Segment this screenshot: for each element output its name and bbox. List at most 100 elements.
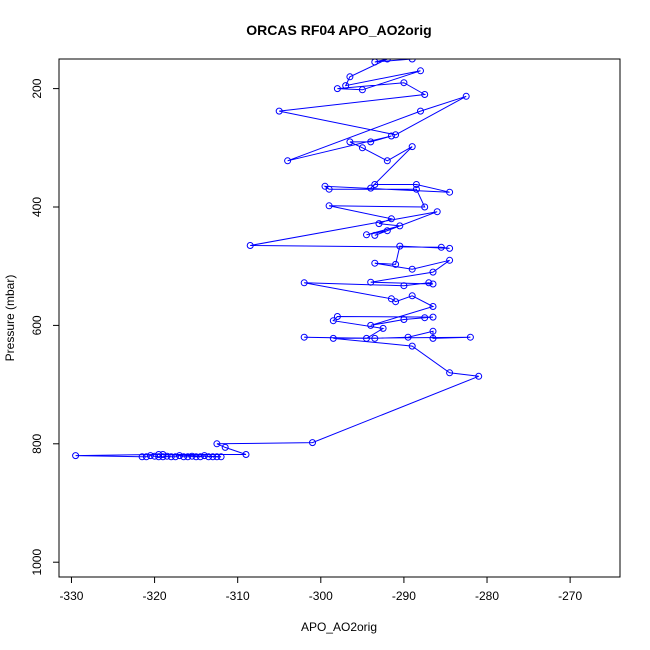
data-point	[346, 138, 354, 146]
data-point	[213, 453, 221, 461]
data-point	[142, 453, 150, 461]
data-point	[367, 184, 375, 192]
data-point	[342, 82, 350, 90]
data-point	[196, 453, 204, 461]
data-point	[383, 157, 391, 165]
data-point	[421, 314, 429, 322]
data-point	[159, 453, 167, 461]
data-point	[284, 157, 292, 165]
data-point	[217, 453, 225, 461]
data-point	[446, 256, 454, 264]
data-point	[412, 185, 420, 193]
data-point	[358, 144, 366, 152]
data-point	[446, 188, 454, 196]
data-point	[138, 453, 146, 461]
data-point	[375, 220, 383, 228]
x-tick-label: -290	[392, 589, 416, 603]
x-axis: -330 -320 -310 -300 -290 -280 -270	[59, 577, 582, 603]
data-point	[221, 443, 229, 451]
data-point	[421, 91, 429, 98]
data-point	[417, 107, 424, 115]
data-point	[408, 292, 416, 300]
data-point	[371, 259, 379, 267]
data-point	[213, 440, 221, 448]
data-point	[408, 59, 416, 63]
data-point	[421, 203, 429, 211]
data-point	[325, 202, 333, 210]
data-point	[155, 453, 163, 461]
data-point	[466, 333, 474, 341]
x-tick-label: -330	[59, 589, 83, 603]
data-point	[325, 185, 333, 193]
data-point	[188, 452, 196, 460]
data-point	[371, 181, 379, 188]
data-point	[437, 243, 445, 251]
data-layer	[72, 59, 483, 461]
plot-frame	[58, 58, 621, 578]
data-point	[400, 316, 408, 323]
data-point	[404, 333, 412, 341]
x-tick-label: -300	[309, 589, 333, 603]
data-point	[163, 452, 171, 460]
data-point	[475, 372, 483, 380]
data-point	[433, 208, 441, 216]
y-tick-label: 200	[30, 78, 44, 98]
x-tick-label: -310	[226, 589, 250, 603]
data-point	[200, 452, 208, 460]
data-point	[246, 242, 254, 249]
data-point	[363, 231, 370, 239]
x-tick-label: -280	[475, 589, 499, 603]
data-point	[329, 334, 337, 342]
chart-title: ORCAS RF04 APO_AO2orig	[246, 22, 431, 38]
y-tick-label: 1000	[30, 549, 44, 576]
data-point	[184, 453, 192, 461]
data-point	[408, 342, 416, 350]
data-point	[383, 227, 391, 235]
data-point	[363, 334, 370, 342]
y-tick-label: 800	[30, 433, 44, 453]
data-point	[346, 73, 354, 81]
data-point	[358, 86, 366, 94]
data-point	[392, 298, 400, 306]
data-point	[429, 327, 437, 335]
data-point	[151, 452, 159, 460]
data-point	[176, 452, 183, 460]
data-point	[192, 453, 200, 461]
data-point	[209, 453, 217, 461]
data-point	[367, 321, 375, 329]
y-axis-label: Pressure (mbar)	[3, 275, 17, 362]
data-point	[300, 279, 308, 287]
data-point	[392, 131, 400, 139]
data-point	[242, 451, 250, 458]
data-point	[462, 92, 470, 100]
data-point	[367, 278, 375, 286]
data-point	[408, 265, 416, 273]
data-point	[333, 313, 341, 320]
data-point	[417, 67, 424, 75]
data-point	[159, 451, 167, 458]
y-axis: 200 400 600 800 1000	[30, 78, 59, 576]
data-point	[396, 242, 404, 250]
data-point	[367, 138, 375, 146]
data-point	[408, 143, 416, 151]
data-point	[383, 59, 391, 63]
data-point	[387, 215, 395, 223]
data-point	[392, 260, 400, 268]
data-point	[146, 452, 154, 460]
data-point	[155, 451, 163, 458]
data-point	[371, 59, 379, 66]
y-tick-label: 600	[30, 315, 44, 335]
data-point	[425, 279, 433, 287]
data-point	[371, 334, 379, 342]
data-point	[412, 181, 420, 188]
data-point	[72, 452, 80, 460]
data-point	[429, 334, 437, 342]
data-point	[205, 453, 213, 461]
data-point	[446, 369, 454, 377]
data-point	[429, 303, 437, 310]
data-point	[329, 317, 337, 325]
data-point	[429, 280, 437, 288]
data-point	[167, 453, 175, 461]
data-point	[429, 313, 437, 321]
